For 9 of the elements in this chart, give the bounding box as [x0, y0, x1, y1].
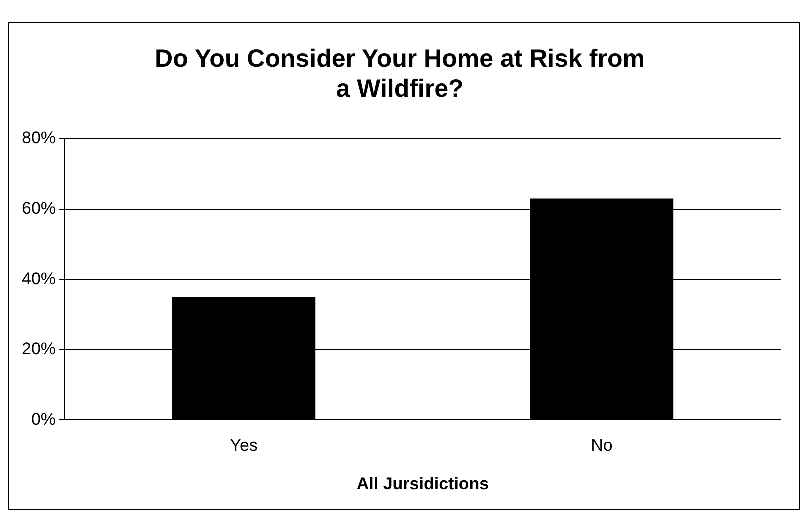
y-tick-label: 0% — [31, 410, 56, 429]
chart-title: Do You Consider Your Home at Risk from a Wildfire? — [155, 44, 645, 103]
x-tick-label: No — [591, 436, 613, 456]
y-tick-label: 60% — [22, 198, 56, 218]
x-axis-title: All Jursidictions — [356, 474, 490, 494]
x-tick-label: Yes — [230, 436, 258, 456]
y-tick-label: 80% — [22, 128, 56, 148]
y-tick-label: 40% — [22, 269, 56, 288]
y-tick-label: 20% — [22, 340, 56, 359]
